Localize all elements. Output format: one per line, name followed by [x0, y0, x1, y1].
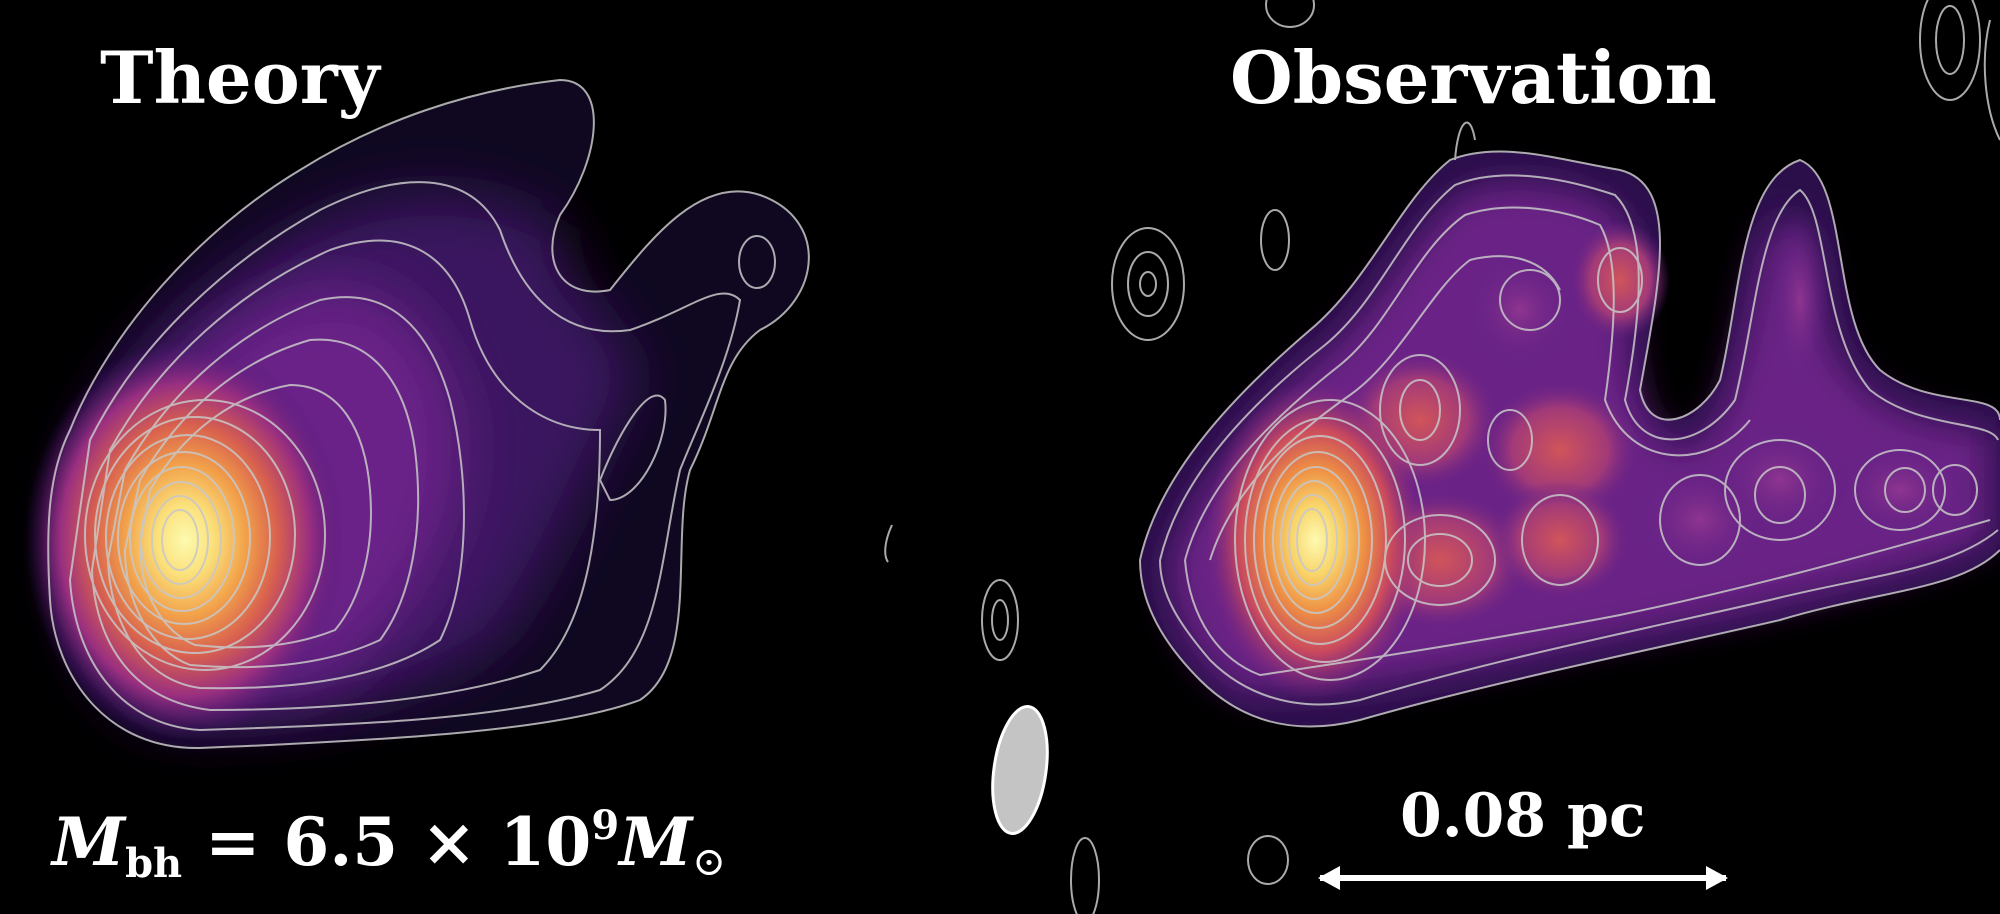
scale-bar-label: 0.08 pc	[1400, 781, 1646, 851]
theory-contours	[47, 78, 810, 750]
mass-coefficient: 6.5	[283, 803, 399, 881]
mass-symbol: M	[52, 803, 126, 881]
observation-title: Observation	[1230, 35, 1717, 120]
scale-bar-right-arrow-icon	[1706, 866, 1728, 890]
observation-core	[1205, 380, 1425, 700]
solar-mass-symbol: M	[619, 803, 693, 881]
sun-icon: ⊙	[692, 839, 726, 885]
obs-blob	[1830, 440, 1970, 540]
scale-bar-left-arrow-icon	[1318, 866, 1340, 890]
mass-subscript: bh	[125, 840, 183, 887]
obs-blob	[1460, 250, 1580, 370]
obs-blob	[1770, 210, 1830, 390]
beam-ellipse-icon	[991, 705, 1049, 835]
observation-contours	[884, 0, 2000, 914]
observation-panel	[884, 0, 2000, 914]
mass-exponent: 9	[591, 802, 620, 849]
theory-core	[25, 340, 345, 740]
theory-panel	[25, 78, 810, 750]
mass-equals: =	[182, 803, 284, 881]
mass-base: 10	[499, 803, 592, 881]
black-hole-mass-label: Mbh = 6.5 × 109M⊙	[52, 806, 726, 884]
obs-blob	[1570, 220, 1670, 340]
obs-blob	[1480, 380, 1640, 520]
theory-title: Theory	[100, 35, 380, 120]
obs-blob	[1490, 480, 1630, 600]
obs-blob	[1710, 420, 1850, 540]
mass-times: ×	[398, 803, 500, 881]
scale-bar	[1318, 866, 1728, 890]
